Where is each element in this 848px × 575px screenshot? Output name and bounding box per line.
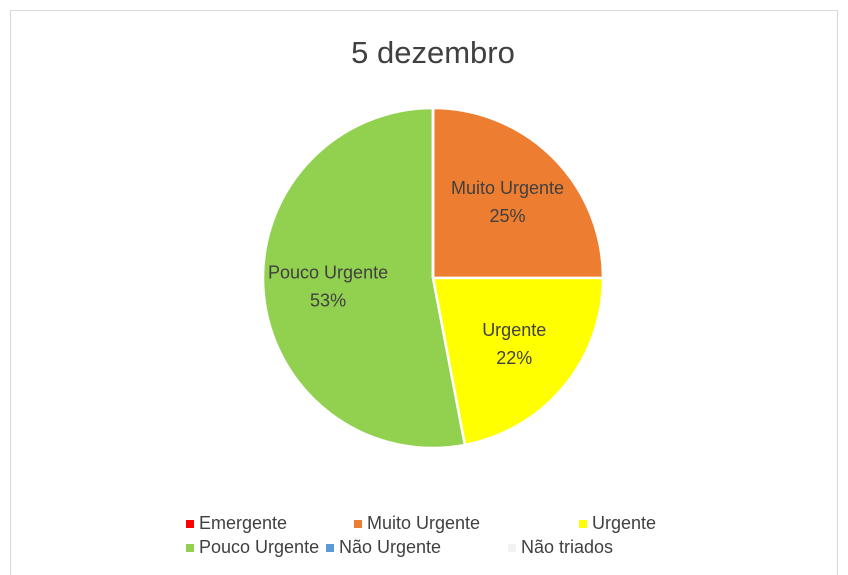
- legend-marker: [354, 520, 362, 528]
- legend-label: Pouco Urgente: [199, 537, 319, 557]
- slice-category-label: Pouco Urgente: [268, 263, 388, 283]
- slice-value-label: 22%: [496, 348, 532, 368]
- slice-value-label: 53%: [310, 291, 346, 311]
- pie-slice: [261, 106, 467, 450]
- legend-marker: [326, 544, 334, 552]
- pie-slice: [431, 106, 605, 280]
- slice-category-label: Muito Urgente: [451, 178, 564, 198]
- legend-marker: [186, 544, 194, 552]
- chart-title: 5 dezembro: [351, 35, 515, 70]
- legend-label: Não Urgente: [339, 537, 441, 557]
- legend-label: Emergente: [199, 513, 287, 533]
- legend-marker: [579, 520, 587, 528]
- legend-label: Muito Urgente: [367, 513, 480, 533]
- slice-value-label: 25%: [490, 206, 526, 226]
- legend-marker: [186, 520, 194, 528]
- legend-marker: [508, 544, 516, 552]
- legend-label: Não triados: [521, 537, 613, 557]
- slice-category-label: Urgente: [482, 320, 546, 340]
- legend-label: Urgente: [592, 513, 656, 533]
- pie-slice: [431, 276, 605, 447]
